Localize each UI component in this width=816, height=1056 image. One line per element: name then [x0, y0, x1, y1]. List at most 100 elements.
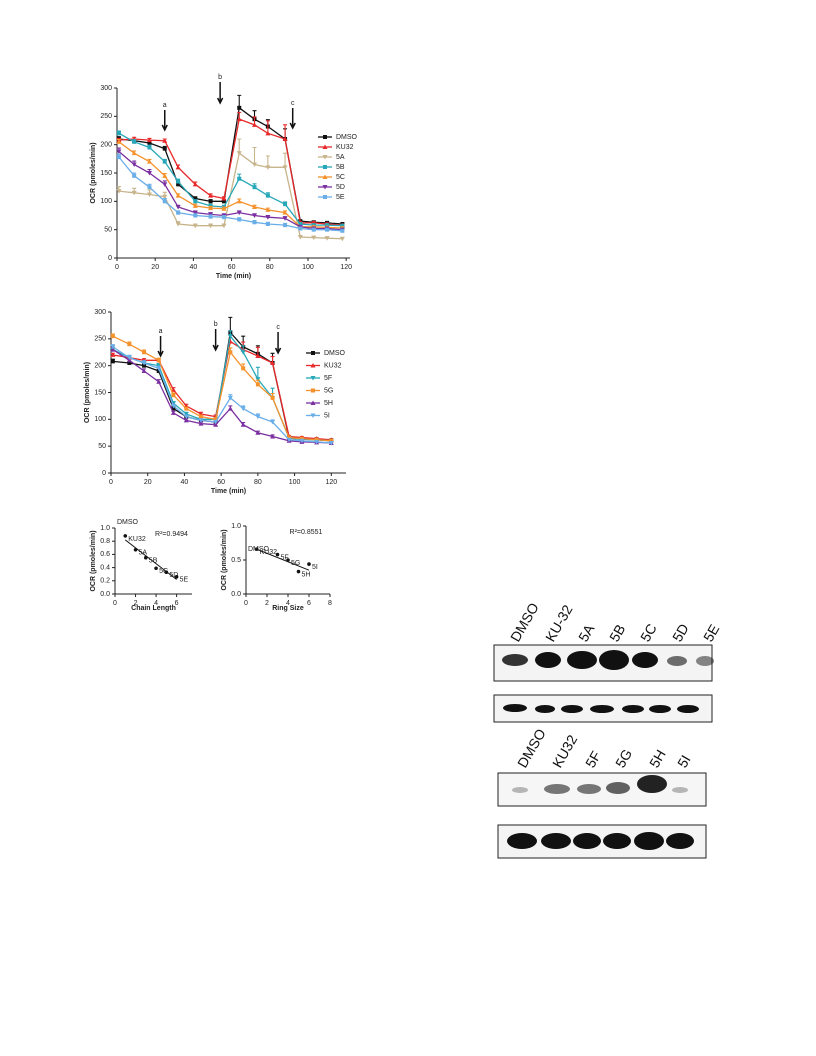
point — [193, 213, 198, 218]
point — [132, 139, 137, 144]
annotation-label: a — [163, 102, 167, 109]
point — [183, 411, 189, 417]
point — [174, 575, 179, 579]
legend-marker — [311, 388, 315, 393]
point — [265, 130, 271, 136]
y-tick-label: 250 — [100, 113, 112, 120]
point — [175, 193, 181, 198]
point-label: 5E — [180, 577, 189, 584]
x-tick-label: 6 — [175, 600, 179, 607]
point — [252, 185, 257, 190]
point — [142, 363, 147, 368]
point — [198, 414, 203, 419]
point-label: 5H — [302, 571, 311, 578]
y-axis-label: OCR (pmoles/min) — [90, 142, 97, 203]
point — [324, 236, 330, 241]
x-tick-label: 0 — [115, 264, 119, 271]
x-tick-label: 60 — [228, 264, 236, 271]
y-tick-label: 0.6 — [100, 551, 110, 558]
point — [162, 199, 167, 204]
point — [265, 215, 271, 220]
point — [221, 199, 226, 204]
x-tick-label: 8 — [328, 600, 332, 607]
x-tick-label: 6 — [307, 600, 311, 607]
legend-marker — [311, 351, 315, 355]
point — [297, 235, 303, 240]
y-tick-label: 100 — [100, 198, 112, 205]
lane-label: 5H — [646, 747, 669, 771]
point — [237, 176, 242, 181]
y-tick-label: 0.4 — [100, 564, 110, 571]
y-tick-label: 50 — [98, 443, 106, 450]
y-tick-label: 0 — [102, 470, 106, 477]
point — [183, 414, 189, 420]
point — [175, 222, 181, 227]
legend-marker — [310, 363, 316, 368]
x-axis-label: Time (min) — [211, 488, 246, 495]
legend-marker — [310, 400, 316, 405]
x-tick-label: 80 — [254, 479, 262, 486]
x-tick-label: 100 — [302, 264, 314, 271]
y-tick-label: 1.0 — [231, 523, 241, 530]
point — [116, 155, 121, 160]
annotation-label: c — [276, 324, 280, 331]
point — [175, 164, 181, 170]
y-axis-label: OCR (pmoles/min) — [221, 529, 228, 590]
lane-label: 5F — [582, 748, 604, 770]
point — [133, 547, 138, 552]
annotation-arrow — [161, 110, 168, 132]
x-tick-label: 120 — [325, 479, 337, 486]
annotation-label: a — [159, 328, 163, 335]
point — [270, 420, 276, 425]
point-label: KU32 — [128, 536, 146, 543]
x-tick-label: 20 — [151, 264, 159, 271]
point — [314, 439, 320, 445]
legend-label: 5A — [336, 154, 345, 161]
point — [171, 393, 176, 398]
y-tick-label: 0.0 — [231, 591, 241, 598]
point — [171, 406, 176, 411]
x-tick-label: 2 — [134, 600, 138, 607]
point — [227, 395, 233, 401]
y-axis-label: OCR (pmoles/min) — [90, 530, 97, 591]
r-squared: R²=0.9494 — [155, 531, 188, 538]
lane-label: DMSO — [507, 600, 542, 644]
legend-marker — [322, 174, 328, 179]
point — [314, 437, 319, 442]
error-bar — [237, 138, 242, 154]
chart: 0.0 0.5 1.0 0 2 4 6 8 Ring Size OCR (pmoles/min) K… — [221, 523, 332, 612]
point — [192, 181, 198, 187]
point — [198, 421, 204, 426]
point — [162, 138, 168, 143]
point — [296, 569, 301, 574]
x-axis-label: Ring Size — [272, 605, 304, 612]
annotation-arrow — [289, 108, 296, 130]
point — [192, 223, 198, 229]
lane-label: KU32 — [549, 732, 580, 771]
point — [221, 206, 227, 211]
point-label: 5G — [291, 560, 300, 567]
point — [192, 203, 198, 208]
point — [116, 189, 122, 194]
y-tick-label: 100 — [94, 416, 106, 423]
point — [265, 207, 271, 212]
series-line — [112, 349, 332, 444]
point — [213, 417, 218, 422]
x-tick-label: 20 — [144, 479, 152, 486]
lane-label: 5C — [637, 621, 660, 645]
point — [176, 182, 181, 187]
legend-marker — [323, 195, 327, 199]
lane-label: DMSO — [514, 726, 549, 770]
fit-line — [124, 539, 177, 580]
point — [110, 344, 116, 350]
point — [286, 558, 290, 562]
point — [164, 570, 169, 575]
point — [255, 414, 261, 420]
point — [131, 150, 137, 156]
x-axis-label: Chain Length — [131, 605, 176, 612]
point — [252, 204, 258, 209]
point — [325, 227, 330, 232]
point — [227, 406, 233, 411]
point — [237, 217, 242, 222]
